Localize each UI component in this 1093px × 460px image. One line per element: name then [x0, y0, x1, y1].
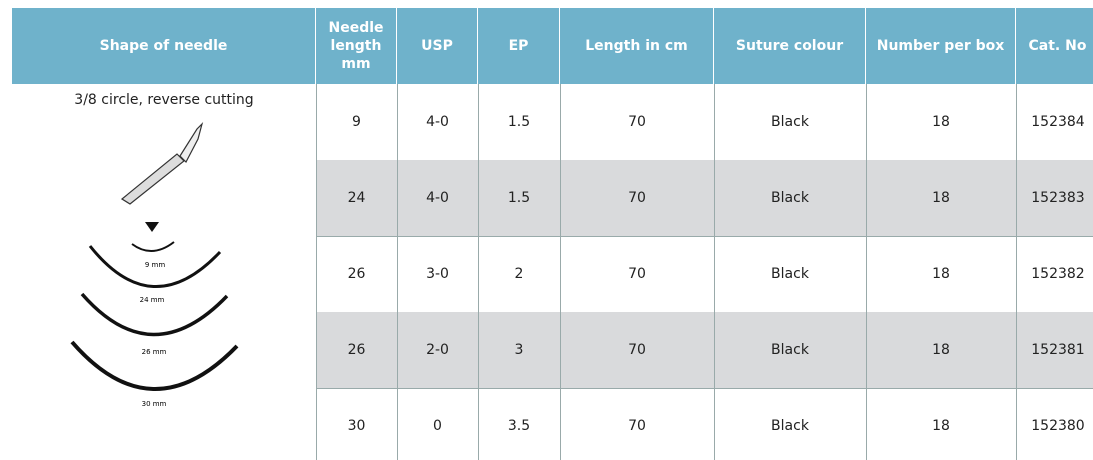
table-cell: 3-0 [426, 266, 449, 282]
column-border [478, 84, 479, 460]
table-cell: Black [714, 312, 866, 388]
needle-diagram: 9 mm 24 mm 26 mm 30 mm [70, 121, 239, 408]
table-cell: 2-0 [397, 312, 478, 388]
column-border [560, 84, 561, 460]
column-border [714, 84, 715, 460]
needle-tip [179, 121, 204, 164]
column-border [316, 84, 317, 460]
table-cell: 70 [560, 160, 714, 236]
table-cell: 18 [932, 266, 950, 282]
column-border [397, 84, 398, 460]
table-cell: 18 [932, 114, 950, 130]
table-cell: 18 [866, 312, 1016, 388]
table-cell: 70 [628, 114, 646, 130]
table-cell: 3 [478, 312, 560, 388]
header-cell: Needle length mm [316, 8, 397, 84]
needle-body [120, 153, 185, 205]
table-cell: 152384 [1031, 114, 1085, 130]
table-cell: 1.5 [507, 114, 531, 130]
table-cell: 9 [352, 114, 361, 130]
table-cell: 152380 [1031, 418, 1085, 434]
arrow [145, 222, 159, 232]
table-cell: 152381 [1016, 312, 1093, 388]
size-label: 24 mm [140, 296, 165, 304]
row-border [316, 236, 1093, 237]
table-cell: 2 [514, 266, 524, 282]
table-cell: 26 [347, 266, 366, 282]
table-cell: 152383 [1016, 160, 1093, 236]
table-cell: 70 [560, 312, 714, 388]
size-label: 9 mm [145, 261, 165, 269]
needle-cell: 3/8 circle, reverse cutting 9 mm 24 mm 2… [12, 84, 316, 460]
table-cell: 3.5 [507, 418, 531, 434]
table-cell: Black [771, 266, 809, 282]
arc-30 [70, 340, 239, 391]
table-cell: 24 [316, 160, 397, 236]
table-cell: 30 [347, 418, 366, 434]
table-cell: 18 [866, 160, 1016, 236]
size-label: 26 mm [142, 348, 167, 356]
table-cell: 26 [316, 312, 397, 388]
table-cell: 4-0 [397, 160, 478, 236]
table-cell: Black [771, 114, 809, 130]
table-cell: 0 [433, 418, 442, 434]
table-cell: 18 [932, 418, 950, 434]
header-cell: Suture colour [714, 8, 866, 84]
shape-label: 3/8 circle, reverse cutting [74, 92, 254, 108]
header-cell: Cat. No [1016, 8, 1093, 84]
table-cell: 152382 [1031, 266, 1085, 282]
column-border [1016, 84, 1017, 460]
arc-9 [131, 241, 175, 252]
header-cell: USP [397, 8, 478, 84]
table-cell: 4-0 [426, 114, 449, 130]
row-border [316, 388, 1093, 389]
header-cell: EP [478, 8, 560, 84]
table-cell: 70 [628, 418, 646, 434]
table-cell: 70 [628, 266, 646, 282]
header-cell: Length in cm [560, 8, 714, 84]
header-cell: Number per box [866, 8, 1016, 84]
arc-24 [88, 245, 222, 288]
header-cell: Shape of needle [12, 8, 316, 84]
table-cell: 1.5 [478, 160, 560, 236]
size-label: 30 mm [142, 400, 167, 408]
column-border [866, 84, 867, 460]
arc-26 [80, 292, 229, 337]
table-cell: Black [714, 160, 866, 236]
table-cell: Black [771, 418, 809, 434]
